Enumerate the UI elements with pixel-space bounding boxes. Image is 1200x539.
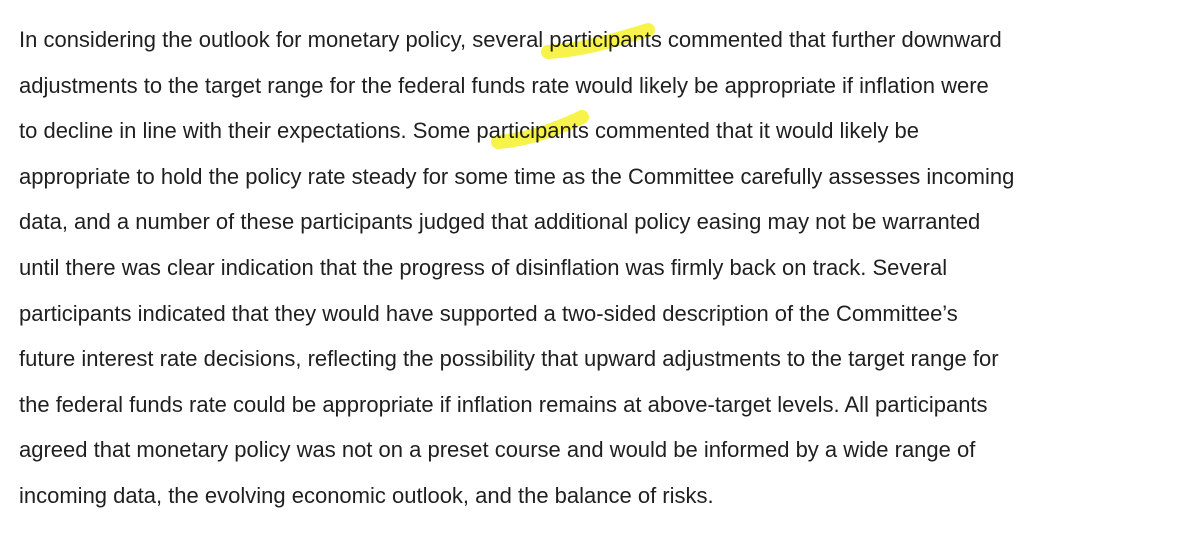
text-line: data, and a number of these participants…: [19, 209, 981, 235]
text-line: future interest rate decisions, reflecti…: [19, 346, 999, 372]
text-line: appropriate to hold the policy rate stea…: [19, 163, 1015, 189]
text-line: incoming data, the evolving economic out…: [19, 482, 714, 508]
text-line: the federal funds rate could be appropri…: [19, 391, 988, 417]
text-line: adjustments to the target range for the …: [19, 72, 989, 98]
text-line: until there was clear indication that th…: [19, 254, 948, 280]
document-paragraph: In considering the outlook for monetary …: [19, 24, 1014, 526]
text-line: to decline in line with their expectatio…: [19, 118, 920, 144]
text-line: participants indicated that they would h…: [19, 300, 958, 326]
text-line: In considering the outlook for monetary …: [19, 27, 1002, 52]
text-line: agreed that monetary policy was not on a…: [19, 437, 976, 463]
